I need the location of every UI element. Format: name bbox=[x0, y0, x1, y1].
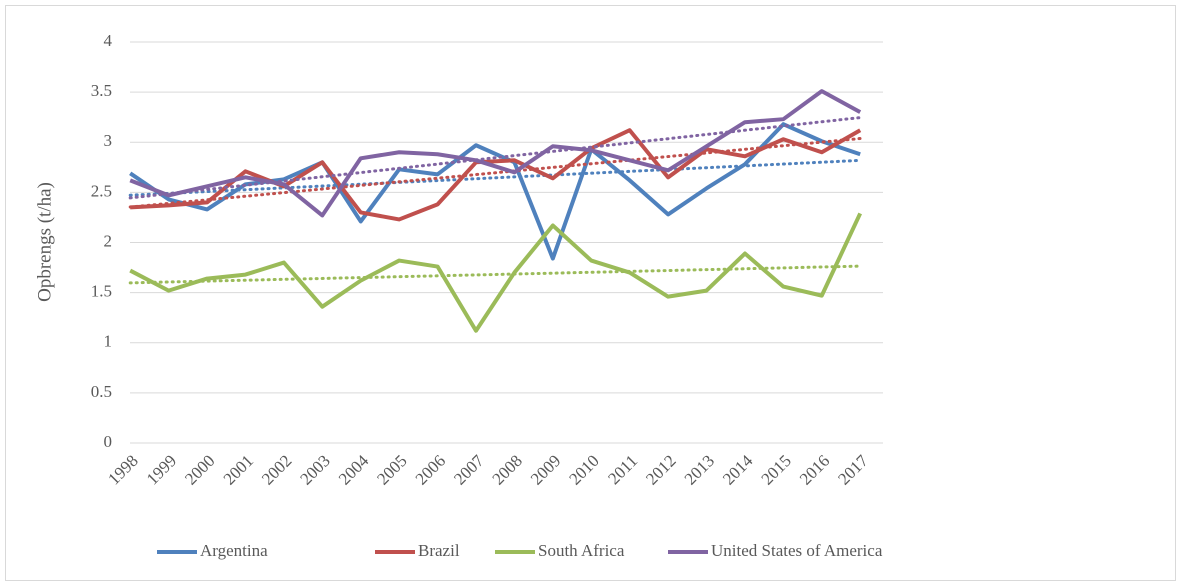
trendline bbox=[128, 264, 862, 285]
y-tick-label: 0.5 bbox=[91, 382, 112, 401]
y-tick-label: 1 bbox=[104, 332, 113, 351]
y-tick-label: 3.5 bbox=[91, 81, 112, 100]
y-tick-label: 2 bbox=[104, 231, 113, 250]
data-line bbox=[129, 122, 861, 261]
y-tick-label: 1.5 bbox=[91, 282, 112, 301]
y-axis-label: Opbrengs (t/ha) bbox=[34, 182, 55, 302]
trendline bbox=[128, 116, 862, 200]
trendline bbox=[128, 158, 862, 197]
trendline bbox=[128, 137, 862, 209]
y-tick-label: 2.5 bbox=[91, 181, 112, 200]
legend-label: South Africa bbox=[538, 541, 625, 560]
legend-label: Argentina bbox=[200, 541, 268, 560]
data-line bbox=[129, 89, 862, 218]
legend-label: United States of America bbox=[711, 541, 883, 560]
y-tick-label: 3 bbox=[104, 131, 113, 150]
y-tick-label: 4 bbox=[104, 31, 113, 50]
legend-label: Brazil bbox=[418, 541, 460, 560]
data-line bbox=[129, 212, 863, 333]
data-line bbox=[130, 128, 862, 222]
y-tick-label: 0 bbox=[104, 432, 113, 451]
